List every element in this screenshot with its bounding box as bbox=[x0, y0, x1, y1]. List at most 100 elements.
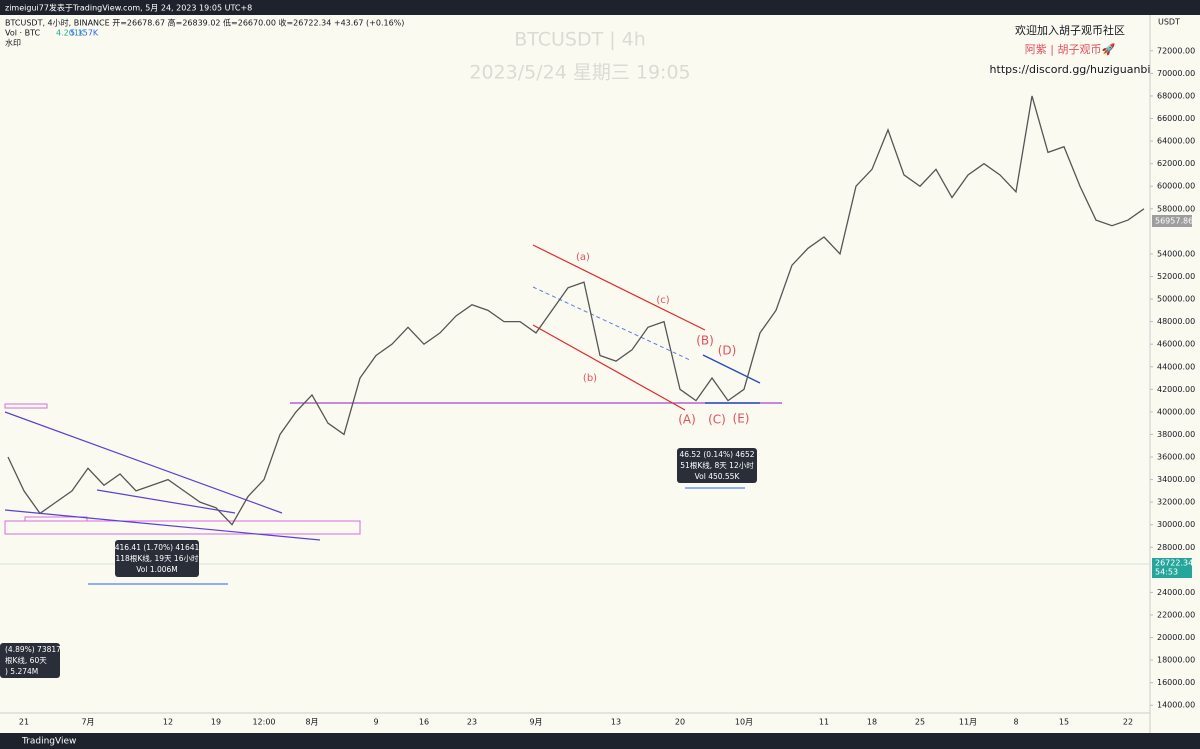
y-tick-label: 38000.00 bbox=[1157, 430, 1195, 439]
watermark-label: 水印 bbox=[5, 38, 21, 48]
y-tick-label: 66000.00 bbox=[1157, 114, 1195, 123]
x-tick-label: 11 bbox=[819, 718, 829, 727]
x-tick-label: 13 bbox=[611, 718, 621, 727]
wave-label: (a) bbox=[576, 252, 590, 263]
x-tick-label: 22 bbox=[1123, 718, 1133, 727]
measure-box bbox=[677, 448, 757, 483]
watermark-datetime: 2023/5/24 星期三 19:05 bbox=[469, 62, 690, 84]
x-tick-label: 23 bbox=[467, 718, 477, 727]
wave-label: (b) bbox=[583, 373, 597, 384]
measure-text: 51根K线, 8天 12小时 bbox=[680, 460, 754, 470]
x-tick-label: 10月 bbox=[735, 718, 753, 727]
measure-text: Vol 1.006M bbox=[136, 565, 178, 574]
measure-box bbox=[0, 643, 60, 678]
price-tag bbox=[1152, 215, 1192, 227]
vol-label: Vol · BTC bbox=[5, 29, 41, 38]
trend-line bbox=[96, 489, 236, 514]
brand: TradingView bbox=[21, 737, 76, 747]
price-tag-text: 26722.34 bbox=[1155, 559, 1193, 568]
y-tick-label: 42000.00 bbox=[1157, 385, 1195, 394]
y-tick-label: 46000.00 bbox=[1157, 340, 1195, 349]
price-tag-text: 56957.86 bbox=[1155, 217, 1193, 226]
wave-label: (D) bbox=[718, 344, 737, 358]
x-tick-label: 12 bbox=[163, 718, 173, 727]
watermark-symbol: BTCUSDT | 4h bbox=[514, 29, 646, 51]
y-tick-label: 34000.00 bbox=[1157, 475, 1195, 484]
y-tick-label: 54000.00 bbox=[1157, 249, 1195, 258]
x-tick-label: 11月 bbox=[959, 718, 977, 727]
wave-label: (B) bbox=[696, 334, 714, 348]
x-tick-label: 9 bbox=[373, 718, 378, 727]
x-tick-label: 20 bbox=[675, 718, 685, 727]
y-tick-label: 64000.00 bbox=[1157, 137, 1195, 146]
x-tick-label: 7月 bbox=[81, 718, 94, 727]
y-tick-label: 60000.00 bbox=[1157, 182, 1195, 191]
y-tick-label: 22000.00 bbox=[1157, 610, 1195, 619]
wave-label: (C) bbox=[708, 413, 726, 427]
community-text: 欢迎加入胡子观币社区 bbox=[1015, 23, 1125, 37]
x-tick-label: 15 bbox=[1059, 718, 1069, 727]
measure-text: 根K线, 60天 bbox=[5, 655, 47, 665]
y-tick-label: 70000.00 bbox=[1157, 69, 1195, 78]
channel-line bbox=[532, 324, 686, 411]
y-tick-label: 30000.00 bbox=[1157, 520, 1195, 529]
y-tick-label: 28000.00 bbox=[1157, 543, 1195, 552]
y-tick-label: 14000.00 bbox=[1157, 701, 1195, 710]
measure-text: ) 5.274M bbox=[5, 667, 38, 676]
y-tick-label: 20000.00 bbox=[1157, 633, 1195, 642]
y-tick-label: 36000.00 bbox=[1157, 453, 1195, 462]
axis-unit: USDT bbox=[1158, 18, 1180, 27]
wave-label: (A) bbox=[678, 413, 696, 427]
community-text: https://discord.gg/huziguanbi bbox=[990, 63, 1151, 76]
symbol-line: BTCUSDT, 4小时, BINANCE 开=26678.67 高=26839… bbox=[5, 18, 404, 28]
y-tick-label: 16000.00 bbox=[1157, 678, 1195, 687]
x-tick-label: 12:00 bbox=[252, 718, 275, 727]
zone bbox=[4, 520, 361, 535]
vol-value: 4.201K bbox=[56, 29, 85, 38]
vol-value: 5.157K bbox=[70, 29, 99, 38]
x-tick-label: 8 bbox=[1013, 718, 1018, 727]
y-tick-label: 18000.00 bbox=[1157, 656, 1195, 665]
triangle-line bbox=[702, 354, 761, 384]
y-tick-label: 68000.00 bbox=[1157, 91, 1195, 100]
x-tick-label: 21 bbox=[19, 718, 29, 727]
price-tag-text: 54:53 bbox=[1155, 568, 1178, 577]
measure-text: 118根K线, 19天 16小时 bbox=[116, 553, 199, 563]
measure-box bbox=[115, 540, 199, 577]
y-tick-label: 62000.00 bbox=[1157, 159, 1195, 168]
y-tick-label: 48000.00 bbox=[1157, 317, 1195, 326]
measure-text: 46.52 (0.14%) 4652 bbox=[679, 450, 754, 459]
x-tick-label: 25 bbox=[915, 718, 925, 727]
measure-text: Vol 450.55K bbox=[695, 472, 741, 481]
y-tick-label: 44000.00 bbox=[1157, 362, 1195, 371]
price-line bbox=[7, 95, 1145, 526]
x-tick-label: 18 bbox=[867, 718, 877, 727]
trend-line bbox=[4, 411, 283, 514]
channel-line bbox=[532, 244, 706, 331]
publisher: zimeigui77发表于TradingView.com, 5月 24, 202… bbox=[5, 3, 252, 13]
measure-text: (4.89%) 73817 bbox=[5, 645, 61, 654]
price-tag bbox=[1152, 558, 1192, 578]
wave-label: (c) bbox=[656, 295, 669, 306]
x-tick-label: 9月 bbox=[529, 718, 542, 727]
zone bbox=[4, 403, 48, 409]
measure-text: 416.41 (1.70%) 41641 bbox=[115, 543, 200, 552]
y-tick-label: 50000.00 bbox=[1157, 295, 1195, 304]
wave-label: (E) bbox=[733, 412, 750, 426]
top-bar bbox=[0, 0, 1200, 15]
y-tick-label: 40000.00 bbox=[1157, 407, 1195, 416]
trend-line bbox=[4, 509, 321, 541]
zone bbox=[24, 516, 88, 522]
bottom-bar bbox=[0, 733, 1200, 749]
x-tick-label: 19 bbox=[211, 718, 221, 727]
y-tick-label: 58000.00 bbox=[1157, 204, 1195, 213]
x-tick-label: 8月 bbox=[305, 718, 318, 727]
y-tick-label: 72000.00 bbox=[1157, 46, 1195, 55]
x-tick-label: 16 bbox=[419, 718, 429, 727]
y-tick-label: 32000.00 bbox=[1157, 498, 1195, 507]
community-text: 阿紫 | 胡子观币🚀 bbox=[1025, 42, 1116, 56]
y-tick-label: 24000.00 bbox=[1157, 588, 1195, 597]
y-tick-label: 52000.00 bbox=[1157, 272, 1195, 281]
